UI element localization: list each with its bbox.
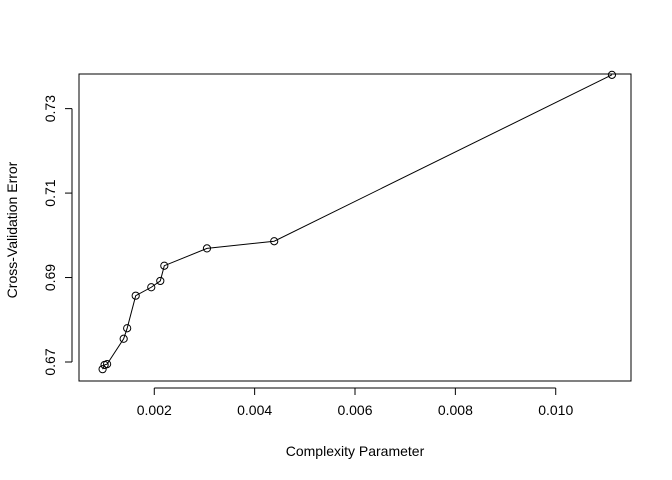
y-axis-label: Cross-Validation Error bbox=[4, 161, 20, 298]
data-point bbox=[160, 261, 169, 270]
data-point bbox=[147, 283, 156, 292]
data-point bbox=[119, 334, 128, 343]
y-tick-label: 0.69 bbox=[42, 264, 58, 291]
plot-area bbox=[98, 70, 617, 374]
series-line bbox=[102, 74, 613, 370]
x-tick-label: 0.004 bbox=[237, 402, 272, 418]
x-tick-label: 0.010 bbox=[538, 402, 573, 418]
data-point bbox=[607, 70, 617, 79]
data-point bbox=[123, 324, 132, 333]
data-point bbox=[103, 360, 112, 369]
plot-frame bbox=[78, 73, 632, 382]
y-tick-label: 0.67 bbox=[42, 348, 58, 375]
data-point bbox=[131, 291, 140, 300]
y-tick-label: 0.73 bbox=[42, 95, 58, 122]
data-point bbox=[270, 237, 279, 246]
x-tick-label: 0.008 bbox=[438, 402, 473, 418]
y-tick-label: 0.71 bbox=[42, 179, 58, 206]
x-axis-label: Complexity Parameter bbox=[286, 443, 425, 459]
x-tick-label: 0.006 bbox=[337, 402, 372, 418]
data-point bbox=[156, 276, 165, 286]
data-point bbox=[202, 244, 212, 253]
data-point bbox=[98, 365, 107, 374]
x-axis: 0.002 0.004 0.006 0.008 0.010 bbox=[137, 387, 573, 418]
y-axis: 0.67 0.69 0.71 0.73 bbox=[42, 95, 73, 376]
x-tick-label: 0.002 bbox=[137, 402, 172, 418]
